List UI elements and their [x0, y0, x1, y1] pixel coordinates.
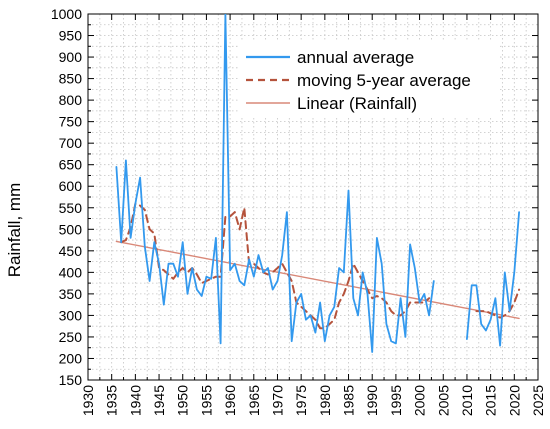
x-tick-label: 1995 [388, 385, 404, 416]
series-annual-average [115, 14, 520, 353]
y-tick-label: 200 [59, 350, 83, 366]
y-tick-label: 550 [59, 200, 83, 216]
y-tick-label: 1000 [51, 6, 82, 22]
ticks-layer: 1930 1935 1940 1945 1950 1955 1960 1965 1970 1975… [51, 6, 546, 416]
x-tick-label: 2010 [459, 385, 475, 416]
legend-label-annual: annual average [297, 48, 414, 67]
x-tick-label: 1955 [198, 385, 214, 416]
x-tick-label: 1985 [341, 385, 357, 416]
x-tick-label: 2015 [483, 385, 499, 416]
x-tick-label: 1965 [246, 385, 262, 416]
x-tick-label: 1960 [222, 385, 238, 416]
x-tick-label: 1950 [175, 385, 191, 416]
legend-label-linear: Linear (Rainfall) [297, 94, 417, 113]
y-tick-label: 350 [59, 286, 83, 302]
x-tick-label: 1930 [80, 385, 96, 416]
series-moving-5-year-average [120, 202, 521, 330]
series-layer [115, 14, 521, 353]
y-tick-label: 800 [59, 92, 83, 108]
y-tick-label: 500 [59, 221, 83, 237]
x-tick-label: 2005 [435, 385, 451, 416]
series-linear-trend [115, 240, 520, 320]
x-tick-label: 1970 [269, 385, 285, 416]
x-tick-label: 2020 [506, 385, 522, 416]
x-tick-label: 1940 [127, 385, 143, 416]
x-tick-label: 1975 [293, 385, 309, 416]
legend-label-moving: moving 5-year average [297, 71, 471, 90]
y-tick-label: 850 [59, 71, 83, 87]
x-tick-label: 1990 [364, 385, 380, 416]
y-tick-label: 600 [59, 178, 83, 194]
x-tick-label: 1935 [104, 385, 120, 416]
grid-layer [88, 14, 538, 380]
y-tick-label: 250 [59, 329, 83, 345]
y-tick-label: 950 [59, 28, 83, 44]
legend-box [238, 40, 500, 118]
y-tick-label: 700 [59, 135, 83, 151]
y-tick-label: 400 [59, 264, 83, 280]
x-tick-label: 2000 [412, 385, 428, 416]
y-tick-label: 150 [59, 372, 83, 388]
legend: annual average moving 5-year average Lin… [238, 40, 500, 118]
x-tick-label: 1980 [317, 385, 333, 416]
y-tick-label: 750 [59, 114, 83, 130]
y-tick-label: 300 [59, 307, 83, 323]
y-tick-label: 650 [59, 157, 83, 173]
y-tick-label: 900 [59, 49, 83, 65]
x-tick-label: 1945 [151, 385, 167, 416]
y-tick-label: 450 [59, 243, 83, 259]
y-axis-title: Rainfall, mm [5, 183, 24, 277]
x-tick-label: 2025 [530, 385, 546, 416]
